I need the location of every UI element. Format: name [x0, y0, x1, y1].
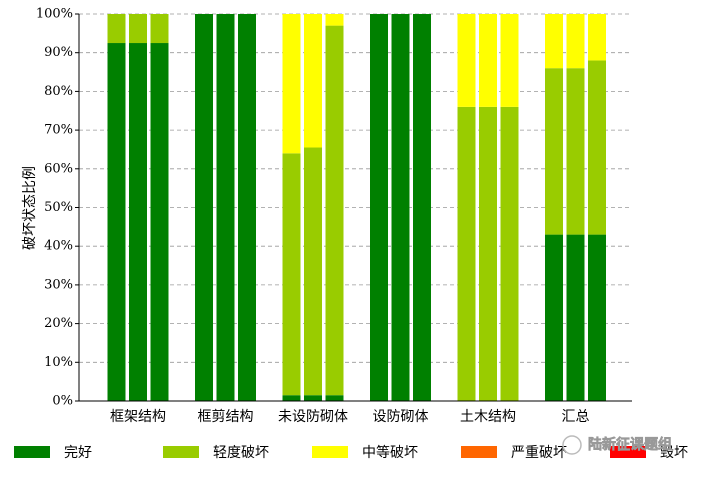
legend-swatch: [163, 446, 199, 458]
y-tick-label: 100%: [36, 7, 73, 22]
bar-segment: [566, 14, 585, 69]
bar-segment: [588, 14, 606, 61]
bar-segment: [457, 106, 476, 401]
y-tick-label: 50%: [44, 200, 73, 215]
bar-segment: [545, 14, 563, 69]
watermark: 陆新征课题组: [588, 436, 672, 453]
bar-segment: [282, 14, 301, 154]
bar-segment: [479, 106, 497, 401]
bar-segment: [107, 14, 126, 44]
legend-label: 严重破坏: [511, 445, 567, 461]
x-tick-label: 框架结构: [110, 409, 166, 425]
bar-segment: [325, 25, 344, 396]
y-tick-label: 30%: [44, 277, 73, 292]
y-tick-label: 10%: [44, 355, 73, 370]
legend-swatch: [14, 446, 50, 458]
x-tick-label: 汇总: [562, 409, 590, 425]
y-tick-label: 70%: [44, 123, 73, 138]
bar-segment: [150, 14, 169, 44]
legend-label: 完好: [64, 445, 92, 461]
bar-segment: [216, 14, 235, 401]
legend-label: 轻度破坏: [213, 445, 269, 461]
legend-label: 毁坏: [660, 445, 688, 461]
bar-segment: [107, 43, 126, 402]
x-tick-label: 框剪结构: [198, 409, 254, 425]
bar-segment: [588, 60, 606, 235]
bar-segment: [545, 234, 563, 401]
legend-swatch: [312, 446, 348, 458]
bar-segment: [370, 14, 388, 401]
bar-segment: [500, 106, 519, 401]
y-tick-label: 20%: [44, 316, 73, 331]
legend-label: 中等破坏: [362, 444, 418, 461]
bar-segment: [391, 14, 410, 401]
bar-segment: [195, 14, 213, 401]
y-tick-label: 90%: [44, 45, 73, 60]
bar-segment: [566, 234, 585, 401]
bar-segment: [150, 43, 169, 402]
y-axis-title: 破坏状态比例: [22, 166, 38, 250]
bar-segment: [304, 147, 322, 396]
y-tick-label: 80%: [44, 84, 73, 99]
x-tick-label: 未设防砌体: [278, 409, 348, 425]
bar-segment: [129, 43, 147, 402]
x-tick-label: 设防砌体: [373, 409, 429, 425]
bar-segment: [457, 14, 476, 107]
legend-swatch: [610, 446, 646, 458]
bar-segment: [304, 14, 322, 148]
bar-segment: [282, 153, 301, 396]
watermark-icon: [562, 435, 582, 455]
bar-segment: [325, 395, 344, 401]
bar-segment: [566, 68, 585, 235]
x-tick-label: 土木结构: [460, 409, 516, 425]
bar-segment: [304, 395, 322, 401]
bar-segment: [545, 68, 563, 235]
bar-segment: [413, 14, 431, 401]
y-tick-label: 60%: [44, 161, 73, 176]
bar-segment: [325, 14, 344, 26]
legend-swatch: [461, 446, 497, 458]
y-tick-label: 40%: [44, 239, 73, 254]
bar-segment: [500, 14, 519, 107]
bar-segment: [588, 234, 606, 401]
bar-segment: [479, 14, 497, 107]
y-tick-label: 0%: [52, 394, 73, 409]
bar-segment: [129, 14, 147, 44]
bar-segment: [282, 395, 301, 401]
bar-segment: [238, 14, 256, 401]
